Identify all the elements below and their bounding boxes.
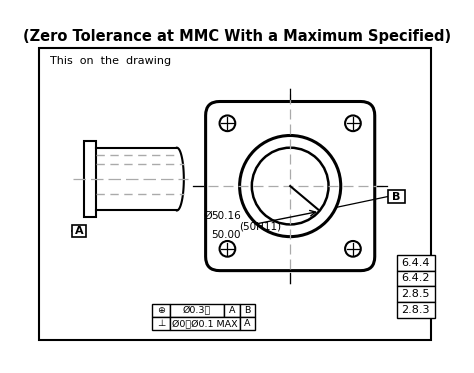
Text: ⊥: ⊥ [157,319,165,328]
Text: 6.4.2: 6.4.2 [401,273,430,283]
Text: B: B [244,306,251,315]
FancyBboxPatch shape [170,317,240,330]
Circle shape [219,241,235,257]
Text: Ø: Ø [203,211,212,221]
FancyBboxPatch shape [240,304,255,317]
Text: A: A [244,319,251,328]
Circle shape [252,148,328,225]
Text: 50.00: 50.00 [211,230,240,240]
Text: 6.4.4: 6.4.4 [401,258,430,268]
FancyBboxPatch shape [388,189,405,204]
FancyBboxPatch shape [240,317,255,330]
FancyBboxPatch shape [170,304,224,317]
Text: A: A [228,306,235,315]
FancyBboxPatch shape [397,302,435,318]
FancyBboxPatch shape [397,286,435,302]
FancyBboxPatch shape [83,141,96,217]
Text: This  on  the  drawing: This on the drawing [50,56,171,66]
FancyBboxPatch shape [72,225,86,238]
Text: Ø0ⓂØ0.1 MAX: Ø0ⓂØ0.1 MAX [172,319,237,328]
Circle shape [219,116,235,131]
FancyBboxPatch shape [39,48,431,341]
Text: (Zero Tolerance at MMC With a Maximum Specified): (Zero Tolerance at MMC With a Maximum Sp… [23,29,451,44]
Text: ⊕: ⊕ [157,306,165,315]
Text: 50.16: 50.16 [211,211,241,221]
Circle shape [240,135,341,236]
Circle shape [345,116,361,131]
FancyBboxPatch shape [397,255,435,271]
Text: 2.8.5: 2.8.5 [401,289,430,299]
Circle shape [345,241,361,257]
Text: Ø0.3Ⓜ: Ø0.3Ⓜ [183,306,211,315]
Text: B: B [392,191,401,201]
Polygon shape [76,228,82,235]
FancyBboxPatch shape [206,101,375,271]
FancyBboxPatch shape [224,304,240,317]
Text: 2.8.3: 2.8.3 [401,305,430,315]
Text: (50H11): (50H11) [239,221,281,231]
Text: A: A [75,226,83,236]
FancyBboxPatch shape [153,317,170,330]
FancyBboxPatch shape [153,304,170,317]
FancyBboxPatch shape [397,271,435,286]
